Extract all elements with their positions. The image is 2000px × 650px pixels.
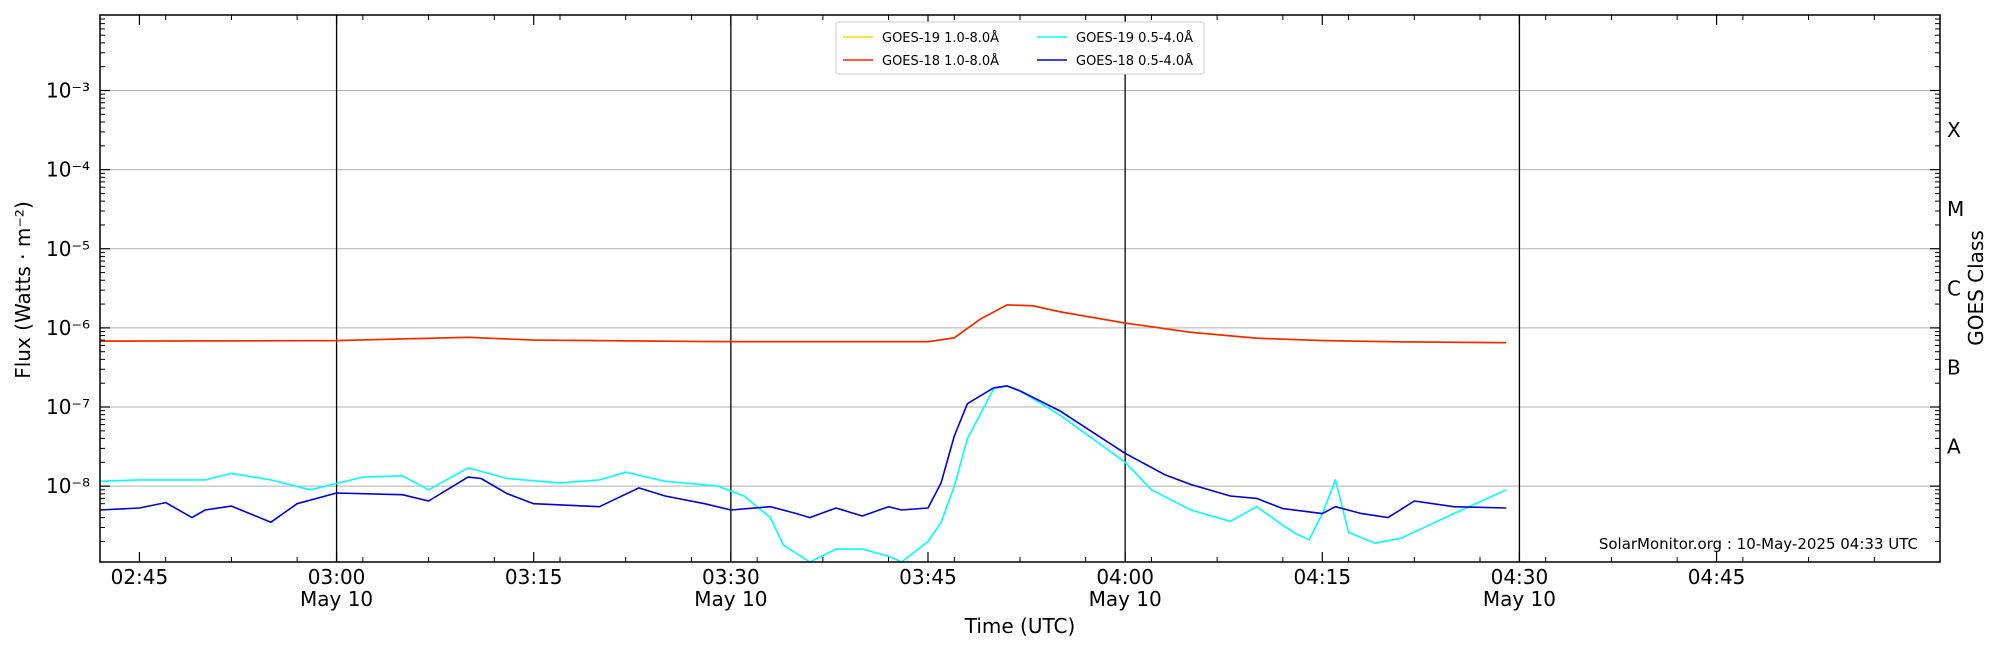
x-tick-label: 03:15 [505,565,563,589]
x-tick-label: 04:45 [1688,565,1746,589]
x-tick-date-label: May 10 [694,587,767,611]
goes-class-label: M [1947,197,1964,221]
tick-layer [99,15,1941,562]
x-tick-label: 03:00 [308,565,366,589]
legend-entry-label: GOES-18 0.5-4.0Å [1076,53,1193,69]
y-axis-label: Flux (Watts · m⁻²) [11,201,35,379]
y-tick-label: 10⁻⁸ [46,474,90,498]
series-line-3 [99,385,1507,524]
goes-class-label: A [1947,435,1961,459]
goes-class-label: C [1947,276,1961,300]
y-tick-label: 10⁻⁷ [46,395,90,419]
goes-class-label: B [1947,355,1961,379]
legend: GOES-19 1.0-8.0Å GOES-18 1.0-8.0Å GOES-19 … [835,21,1205,75]
credit-text: SolarMonitor.org : 10-May-2025 04:33 UTC [1599,535,1918,553]
x-tick-label: 02:45 [111,565,169,589]
series-line-2 [99,385,1507,563]
y-tick-label: 10⁻³ [46,79,90,103]
legend-entry-label: GOES-19 1.0-8.0Å [882,30,999,46]
y-tick-label: 10⁻⁴ [46,158,90,182]
x-tick-label: 04:00 [1096,565,1154,589]
vertical-day-lines [335,15,1521,562]
right-axis-label: GOES Class [1964,230,1988,346]
x-tick-date-label: May 10 [1089,587,1162,611]
legend-entry-label: GOES-19 0.5-4.0Å [1076,30,1193,46]
y-tick-label: 10⁻⁶ [46,316,90,340]
grid-layer [100,90,1940,487]
x-tick-label: 04:15 [1293,565,1351,589]
x-tick-label: 03:30 [702,565,760,589]
x-tick-label: 04:30 [1491,565,1549,589]
x-axis-label: Time (UTC) [964,614,1076,638]
legend-entry-label: GOES-18 1.0-8.0Å [882,53,999,69]
y-tick-label: 10⁻⁵ [46,237,90,261]
x-tick-label: 03:45 [899,565,957,589]
legend-box [835,21,1205,75]
x-tick-date-label: May 10 [1483,587,1556,611]
goes-class-label: X [1947,118,1961,142]
x-tick-date-label: May 10 [300,587,373,611]
series-layer [99,304,1507,563]
series-line-1 [99,304,1507,344]
